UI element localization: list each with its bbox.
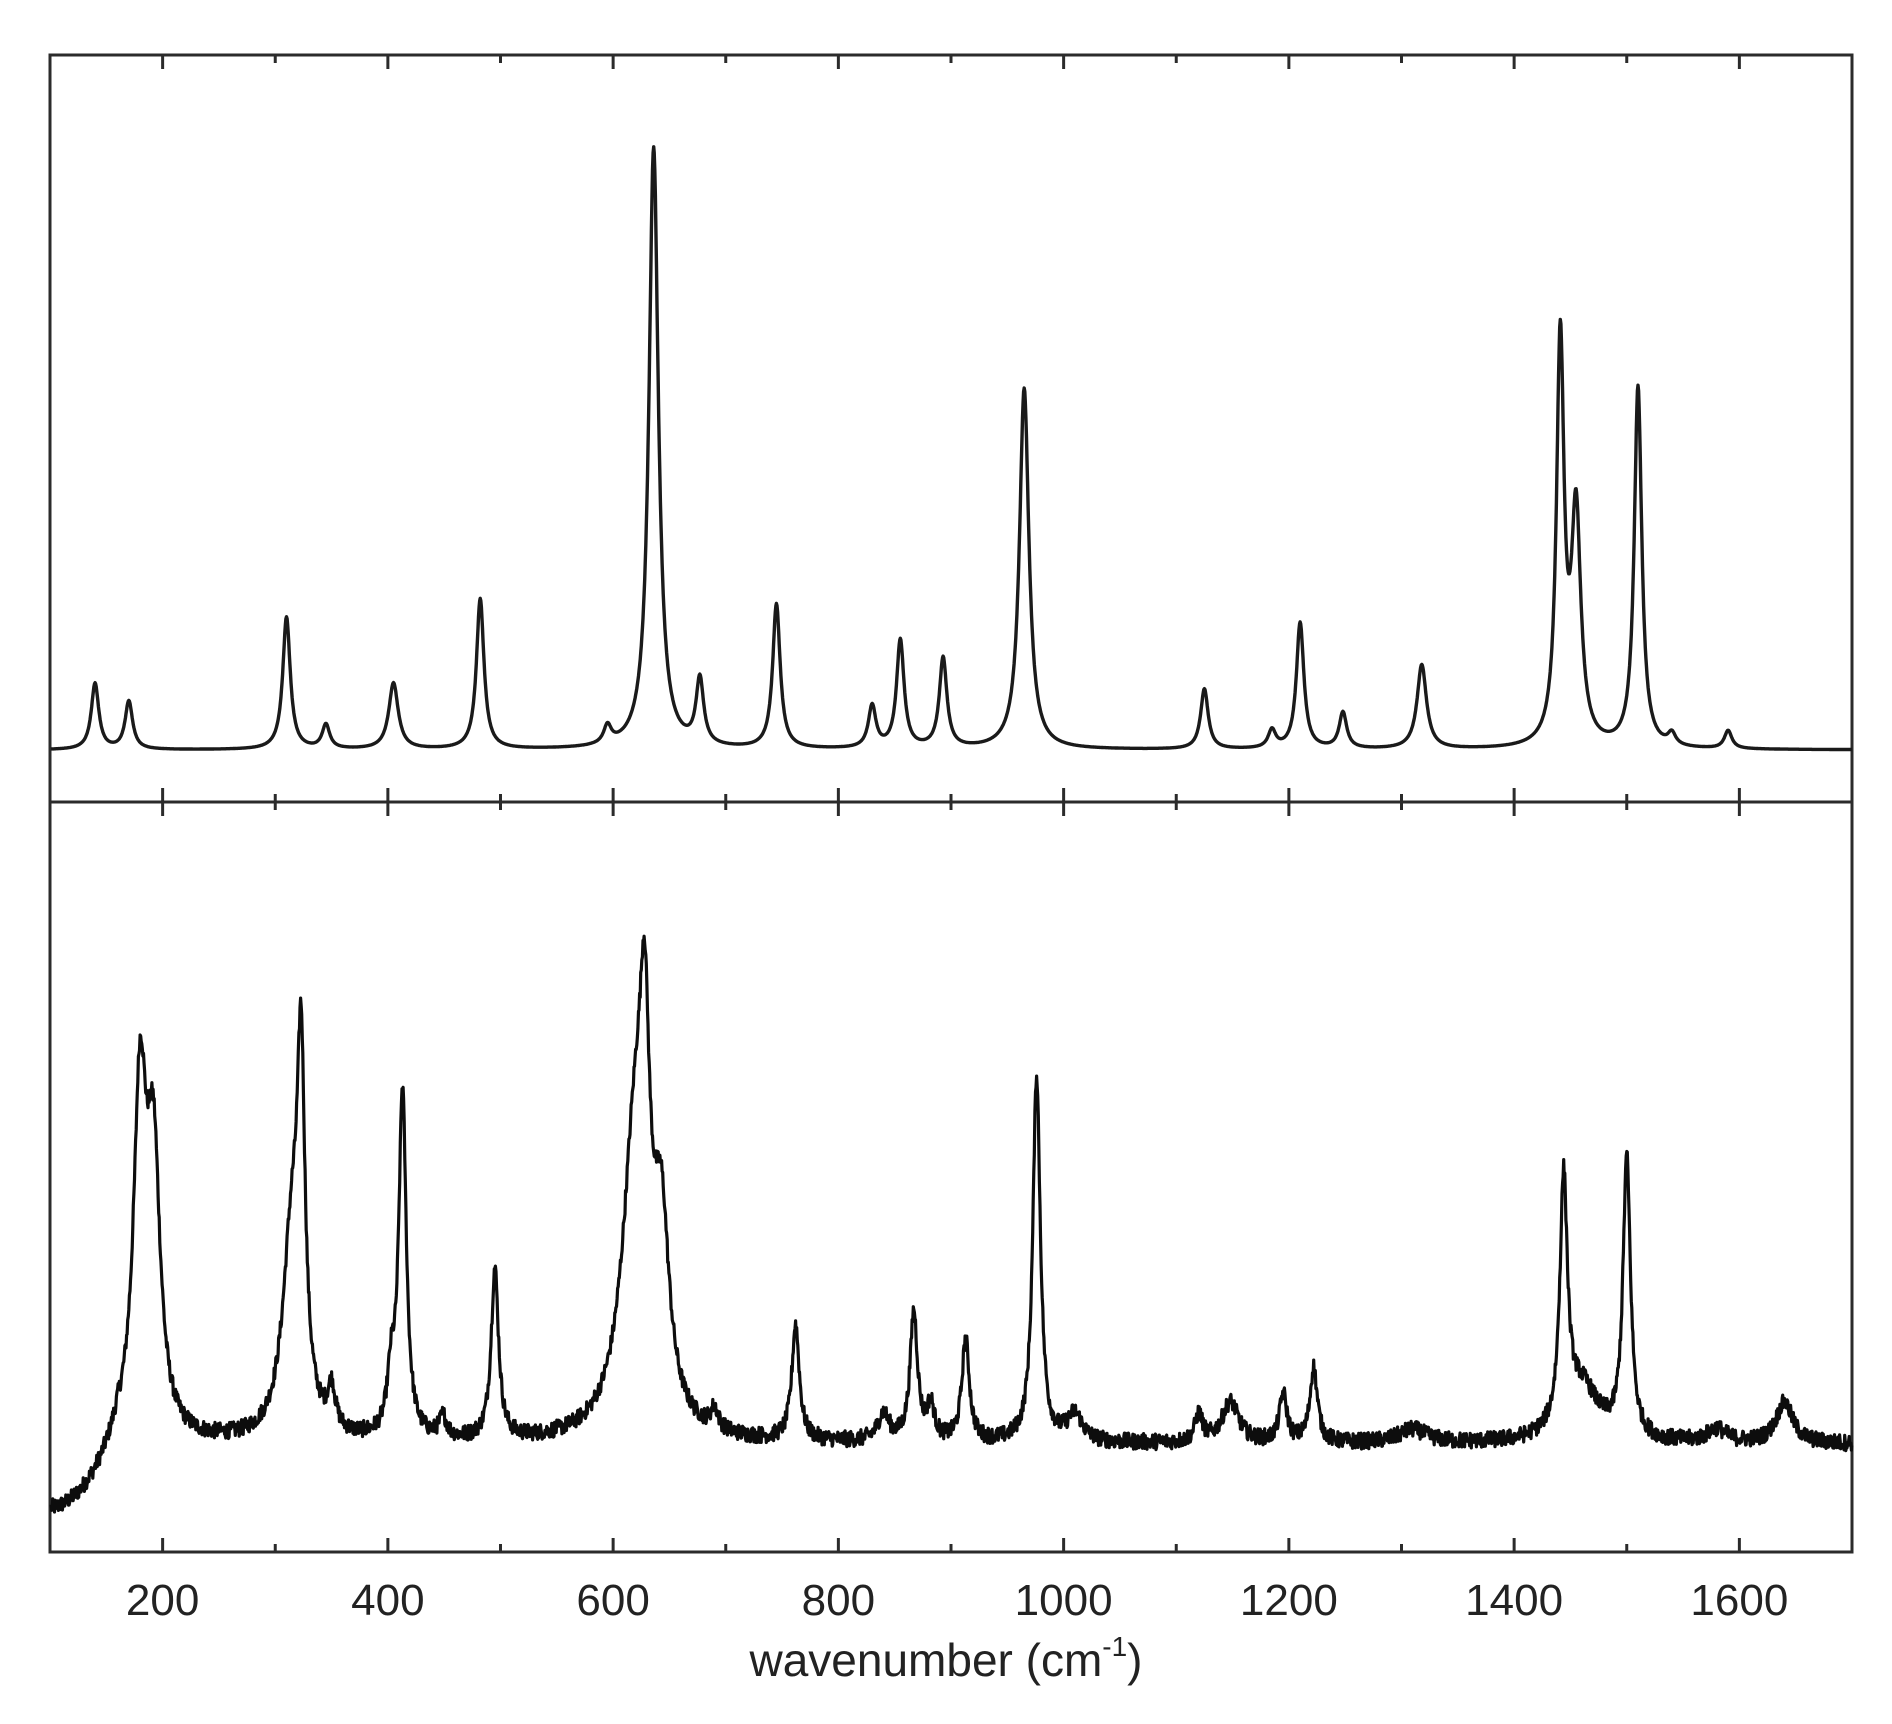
x-axis-title-close: ) [1127, 1634, 1142, 1686]
x-axis-title: wavenumber (cm-1) [748, 1631, 1142, 1686]
top-spectrum-line [50, 145, 1854, 752]
x-tick-label: 200 [126, 1576, 199, 1625]
top-panel [50, 145, 1854, 752]
x-tick-label: 1600 [1690, 1576, 1788, 1625]
x-tick-label: 400 [351, 1576, 424, 1625]
bottom-spectrum-line [49, 934, 1854, 1514]
x-tick-label: 1400 [1465, 1576, 1563, 1625]
bottom-panel [49, 934, 1854, 1514]
x-axis-title-superscript: -1 [1102, 1631, 1127, 1662]
x-axis-title-main: wavenumber (cm [748, 1634, 1102, 1686]
label-layer: 200 400 600 800 1000 1200 1400 1600 [126, 1576, 1788, 1625]
tick-layer [161, 55, 1741, 1552]
x-tick-label: 600 [576, 1576, 649, 1625]
x-tick-label: 800 [802, 1576, 875, 1625]
x-tick-label: 1000 [1015, 1576, 1113, 1625]
x-tick-label: 1200 [1240, 1576, 1338, 1625]
